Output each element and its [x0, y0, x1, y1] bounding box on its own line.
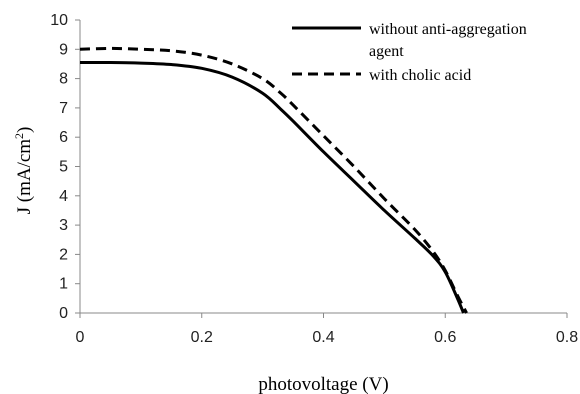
x-tick-label: 0.6 — [434, 329, 456, 346]
legend-label: agent — [369, 43, 404, 60]
y-tick-label: 2 — [59, 246, 68, 263]
y-tick-label: 1 — [59, 276, 68, 293]
y-tick-label: 8 — [59, 71, 68, 88]
legend-label: with cholic acid — [369, 67, 471, 84]
y-tick-label: 6 — [59, 129, 68, 146]
series-line-with-cholic-acid — [79, 46, 468, 314]
series-line-without-agent — [79, 60, 465, 314]
y-axis-title: J (mA/cm2) — [12, 127, 35, 215]
y-tick-label: 7 — [59, 100, 68, 117]
x-tick-label: 0.4 — [312, 329, 334, 346]
y-tick-label: 10 — [50, 12, 68, 29]
y-axis-title-main: J (mA/cm — [14, 139, 35, 215]
x-tick-label: 0.2 — [191, 329, 213, 346]
y-tick-label: 4 — [59, 188, 68, 205]
legend: without anti-aggregation agent with cholic… — [292, 21, 527, 84]
series-group — [79, 46, 468, 314]
x-ticks: 0 0.2 0.4 0.6 0.8 — [76, 313, 578, 346]
y-tick-label: 0 — [59, 305, 68, 322]
x-tick-label: 0.8 — [556, 329, 578, 346]
y-axis-title-superscript: 2 — [12, 133, 26, 139]
x-axis-title: photovoltage (V) — [258, 374, 388, 394]
y-ticks: 0 1 2 3 4 5 6 7 8 9 10 — [50, 12, 80, 322]
y-tick-label: 9 — [59, 41, 68, 58]
y-axis-title-end: ) — [14, 127, 35, 133]
y-tick-label: 5 — [59, 159, 68, 176]
legend-label: without anti-aggregation — [369, 21, 527, 38]
x-tick-label: 0 — [76, 329, 85, 346]
y-tick-label: 3 — [59, 217, 68, 234]
